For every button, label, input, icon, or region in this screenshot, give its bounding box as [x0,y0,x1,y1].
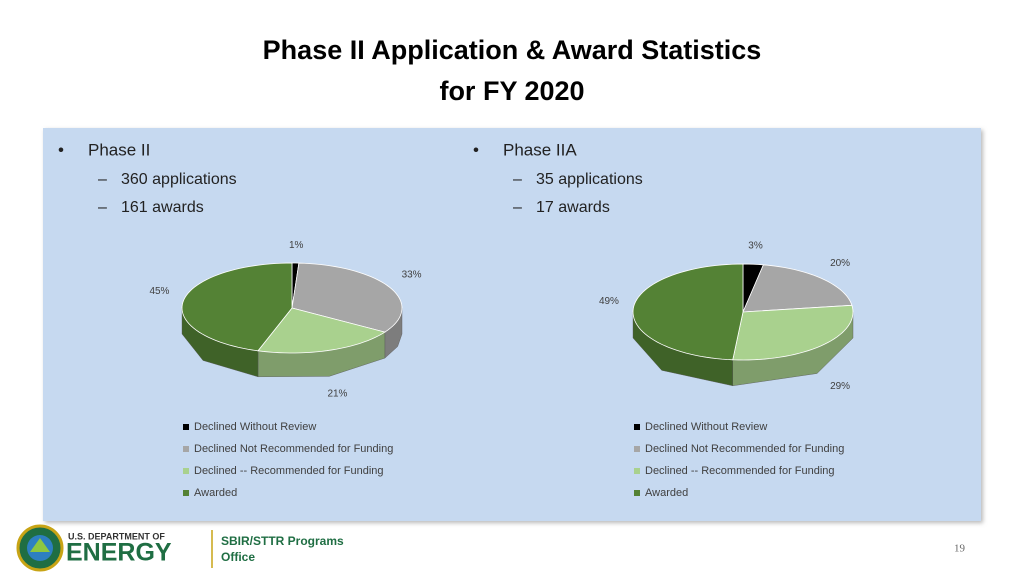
legend-label: Declined Not Recommended for Funding [194,443,393,455]
legend-swatch [634,446,640,452]
data-label: 1% [289,240,304,251]
legend-swatch [183,468,189,474]
legend-swatch [183,490,189,496]
bullet: • [58,140,64,159]
data-label: 49% [599,296,619,307]
pie-slice [632,263,744,361]
data-label: 33% [402,270,422,281]
panel-item: 35 applications [536,171,643,188]
legend-label: Awarded [645,487,688,499]
legend-swatch [634,490,640,496]
legend-swatch [183,446,189,452]
pie-slice [742,264,853,313]
legend-swatch [634,424,640,430]
bullet: • [473,140,479,159]
legend-label: Declined Without Review [194,421,316,433]
dash: – [513,199,522,216]
pie-slice [181,262,293,352]
data-label: 20% [830,258,850,269]
data-label: 45% [149,286,169,297]
legend-label: Awarded [194,487,237,499]
dash: – [513,171,522,188]
panel-heading: Phase II [88,140,150,159]
data-label: 3% [748,240,763,251]
dash: – [98,171,107,188]
pie-slice [732,304,854,361]
legend-label: Declined Without Review [645,421,767,433]
panel-item: 17 awards [536,199,610,216]
panel-item: 360 applications [121,171,237,188]
panel-item: 161 awards [121,199,204,216]
office: SBIR/STTR Programs [221,534,344,548]
data-label: 21% [327,388,347,399]
legend-swatch [634,468,640,474]
title-line: Phase II Application & Award Statistics [263,35,762,65]
legend-swatch [183,424,189,430]
office: Office [221,550,255,564]
agency: ENERGY [66,539,172,567]
legend-label: Declined Not Recommended for Funding [645,443,844,455]
title-line: for FY 2020 [439,76,584,106]
doe-logo [16,524,64,572]
data-label: 29% [830,381,850,392]
legend-label: Declined -- Recommended for Funding [645,465,835,477]
legend-label: Declined -- Recommended for Funding [194,465,384,477]
agency-top: U.S. DEPARTMENT OF [68,531,165,541]
page-number: 19 [954,543,966,555]
dash: – [98,199,107,216]
panel-heading: Phase IIA [503,140,577,159]
pie-slice [257,307,386,354]
